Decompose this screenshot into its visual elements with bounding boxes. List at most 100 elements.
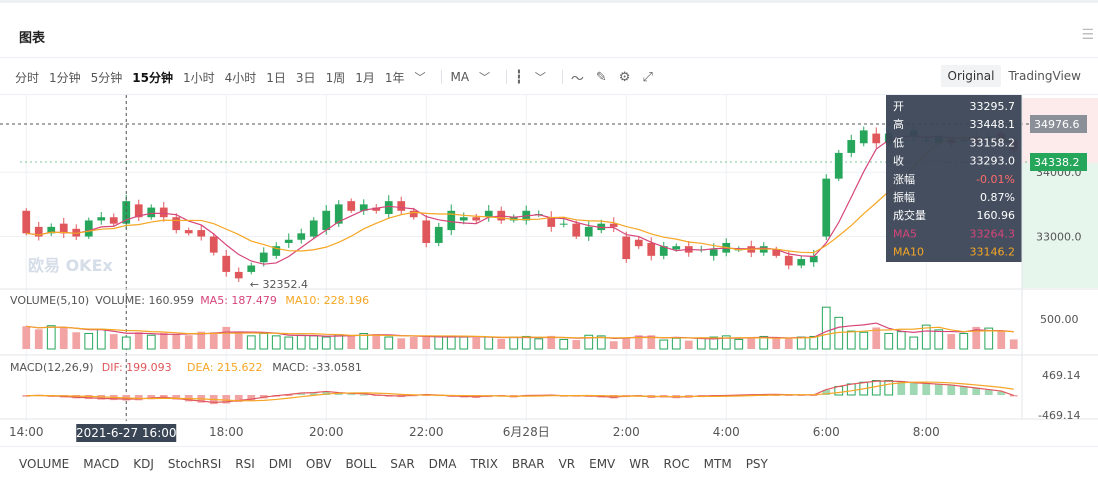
indicator-tab-mtm[interactable]: MTM <box>703 457 732 471</box>
candle-body[interactable] <box>184 230 193 234</box>
fullscreen-icon[interactable]: ⤢ <box>642 69 653 85</box>
candle-body[interactable] <box>84 220 93 237</box>
interval-7[interactable]: 3日 <box>295 70 316 85</box>
candle-body[interactable] <box>347 201 356 211</box>
indicator-tab-vr[interactable]: VR <box>558 457 576 471</box>
candle-body[interactable] <box>59 223 68 234</box>
candlestick-type-icon[interactable]: ┇ <box>515 69 523 85</box>
candle-body[interactable] <box>709 249 718 256</box>
candle-body[interactable] <box>559 223 568 225</box>
candle-body[interactable] <box>259 252 268 263</box>
candle-body[interactable] <box>34 226 43 237</box>
candle-body[interactable] <box>484 210 493 218</box>
candle-body[interactable] <box>134 204 143 218</box>
interval-1[interactable]: 1分钟 <box>49 70 81 85</box>
chevron-down-icon[interactable]: ﹀ <box>479 71 491 84</box>
candle-body[interactable] <box>447 210 456 231</box>
candle-body[interactable] <box>509 217 518 221</box>
candle-body[interactable] <box>459 217 468 221</box>
indicator-tab-macd[interactable]: MACD <box>83 457 120 471</box>
indicator-tab-emv[interactable]: EMV <box>589 457 616 471</box>
indicator-tab-trix[interactable]: TRIX <box>470 457 498 471</box>
candle-body[interactable] <box>72 228 81 237</box>
candle-body[interactable] <box>247 265 256 272</box>
indicator-tab-wr[interactable]: WR <box>629 457 650 471</box>
candle-body[interactable] <box>584 226 593 237</box>
candle-body[interactable] <box>372 207 381 211</box>
candle-body[interactable] <box>422 220 431 243</box>
candle-body[interactable] <box>672 246 681 250</box>
candle-body[interactable] <box>597 223 606 231</box>
candle-body[interactable] <box>547 217 556 227</box>
kline-chart[interactable]: 欧易 OKEx← 32352.434000.033000.034976.6343… <box>0 3 1098 489</box>
candle-body[interactable] <box>572 223 581 237</box>
candle-body[interactable] <box>97 217 106 221</box>
interval-9[interactable]: 1月 <box>355 70 375 85</box>
indicator-tab-brar[interactable]: BRAR <box>511 457 545 471</box>
candle-body[interactable] <box>159 207 168 218</box>
chevron-down-icon[interactable]: ﹀ <box>414 71 426 84</box>
candle-body[interactable] <box>634 239 643 247</box>
interval-10[interactable]: 1年 <box>384 70 405 85</box>
interval-5[interactable]: 4小时 <box>224 70 257 85</box>
candle-body[interactable] <box>334 204 343 224</box>
candle-body[interactable] <box>197 230 206 237</box>
candle-body[interactable] <box>622 236 631 260</box>
candle-body[interactable] <box>397 201 406 211</box>
candle-body[interactable] <box>797 259 806 266</box>
candle-body[interactable] <box>772 249 781 256</box>
candle-body[interactable] <box>359 204 368 211</box>
candle-body[interactable] <box>297 233 306 240</box>
candle-body[interactable] <box>122 201 131 224</box>
draw-tool-icon[interactable]: ✎ <box>595 69 607 85</box>
candle-body[interactable] <box>22 210 31 234</box>
candle-body[interactable] <box>609 223 618 227</box>
line-tool-icon[interactable]: 〜 <box>570 71 584 87</box>
candle-body[interactable] <box>284 239 293 243</box>
candle-body[interactable] <box>209 236 218 253</box>
candle-body[interactable] <box>309 220 318 237</box>
view-option-tradingview[interactable]: TradingView <box>1008 69 1081 83</box>
chevron-down-icon[interactable]: ﹀ <box>534 71 546 84</box>
candle-body[interactable] <box>234 271 243 279</box>
settings-gear-icon[interactable]: ⚙ <box>618 69 631 85</box>
candle-body[interactable] <box>172 217 181 231</box>
candle-body[interactable] <box>872 133 881 144</box>
indicator-tab-boll[interactable]: BOLL <box>345 457 377 471</box>
indicator-tab-stochrsi[interactable]: StochRSI <box>167 457 222 471</box>
candle-body[interactable] <box>222 255 231 272</box>
indicator-tab-dmi[interactable]: DMI <box>268 457 292 471</box>
candle-body[interactable] <box>322 210 331 231</box>
indicator-tab-roc[interactable]: ROC <box>663 457 690 471</box>
interval-0[interactable]: 分时 <box>15 70 40 85</box>
candle-body[interactable] <box>472 217 481 221</box>
indicator-tab-rsi[interactable]: RSI <box>235 457 255 471</box>
candle-body[interactable] <box>659 246 668 256</box>
interval-6[interactable]: 1日 <box>266 70 286 85</box>
indicator-tab-obv[interactable]: OBV <box>305 457 332 471</box>
indicator-tab-dma[interactable]: DMA <box>428 457 457 471</box>
candle-body[interactable] <box>847 140 856 153</box>
candle-body[interactable] <box>272 246 281 256</box>
candle-body[interactable] <box>47 226 56 234</box>
indicator-tab-kdj[interactable]: KDJ <box>133 457 154 471</box>
ma-selector[interactable]: MA <box>450 70 470 84</box>
candle-body[interactable] <box>434 226 443 243</box>
candle-body[interactable] <box>147 207 156 218</box>
candle-body[interactable] <box>409 210 418 218</box>
candle-body[interactable] <box>859 130 868 144</box>
menu-icon[interactable]: ☰ <box>1081 27 1094 43</box>
indicator-tab-psy[interactable]: PSY <box>745 457 768 471</box>
candle-body[interactable] <box>822 178 831 237</box>
candle-body[interactable] <box>809 255 818 263</box>
candle-body[interactable] <box>384 201 393 215</box>
interval-8[interactable]: 1周 <box>325 70 346 85</box>
interval-4[interactable]: 1小时 <box>183 70 215 85</box>
interval-2[interactable]: 5分钟 <box>90 70 123 85</box>
indicator-tab-sar[interactable]: SAR <box>390 457 415 471</box>
view-option-original[interactable]: Original <box>940 65 1002 87</box>
candle-body[interactable] <box>784 255 793 266</box>
candle-body[interactable] <box>834 152 843 179</box>
indicator-tab-volume[interactable]: VOLUME <box>19 457 70 471</box>
interval-3[interactable]: 15分钟 <box>132 70 173 85</box>
